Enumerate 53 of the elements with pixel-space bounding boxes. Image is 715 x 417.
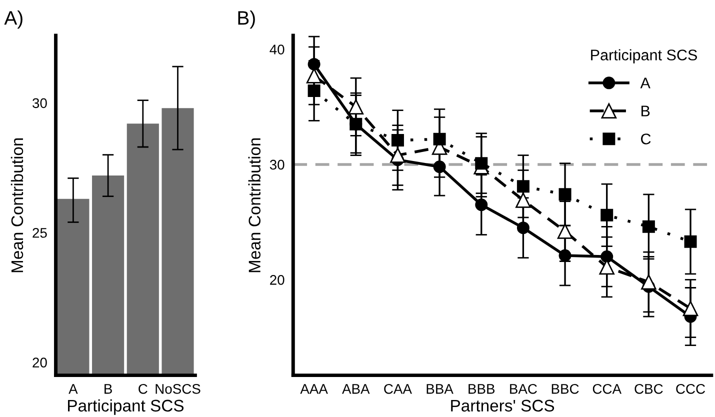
legend-label: C (641, 134, 651, 144)
point (558, 188, 572, 201)
x-tick-label: BBA (426, 384, 454, 394)
point (641, 274, 656, 290)
point (475, 198, 488, 212)
point (557, 224, 573, 239)
y-tick-label: 40 (270, 44, 284, 54)
x-tick-label: B (104, 384, 112, 394)
legend-label: A (640, 78, 650, 88)
point (306, 68, 322, 84)
point (642, 220, 655, 233)
x-tick-label: BAC (510, 384, 537, 394)
y-tick-label: 20 (32, 358, 47, 368)
point (350, 118, 362, 130)
x-axis-title: Partners' SCS (451, 400, 554, 412)
x-axis-title: Participant SCS (68, 399, 184, 415)
chart-title: B) (238, 10, 255, 29)
x-tick-label: NoSCS (156, 384, 200, 394)
y-tick-label: 30 (32, 98, 47, 108)
point (516, 222, 530, 234)
point (682, 300, 698, 316)
legend-title: Participant SCS (591, 49, 697, 64)
y-tick-label: 25 (32, 228, 47, 238)
point (600, 208, 614, 222)
x-tick-label: CAA (384, 384, 412, 394)
x-tick-label: CCC (676, 384, 706, 394)
x-tick-label: AAA (300, 384, 328, 394)
point (600, 250, 614, 263)
x-tick-label: CBC (634, 384, 663, 394)
point (390, 148, 406, 163)
point (391, 134, 404, 147)
y-tick-label: 20 (270, 275, 284, 285)
x-tick-label: BBC (552, 384, 579, 394)
x-tick-label: A (68, 384, 78, 394)
y-axis-title: Mean Contribution (10, 138, 24, 272)
x-tick-label: CCA (592, 384, 622, 394)
point (433, 132, 446, 146)
point (558, 249, 572, 262)
legend-label: B (642, 106, 650, 116)
point (308, 84, 320, 97)
point (516, 180, 530, 193)
point (348, 99, 364, 115)
point (684, 235, 697, 248)
x-tick-label: C (138, 384, 148, 394)
y-axis-title: Mean Contribution (248, 138, 261, 272)
y-tick-label: 30 (270, 160, 284, 170)
x-tick-label: BBB (468, 384, 495, 394)
point (516, 192, 531, 208)
point (308, 58, 320, 70)
point (475, 157, 488, 170)
x-tick-label: ABA (342, 384, 370, 394)
point (433, 160, 446, 174)
chart-title: A) (4, 10, 22, 29)
